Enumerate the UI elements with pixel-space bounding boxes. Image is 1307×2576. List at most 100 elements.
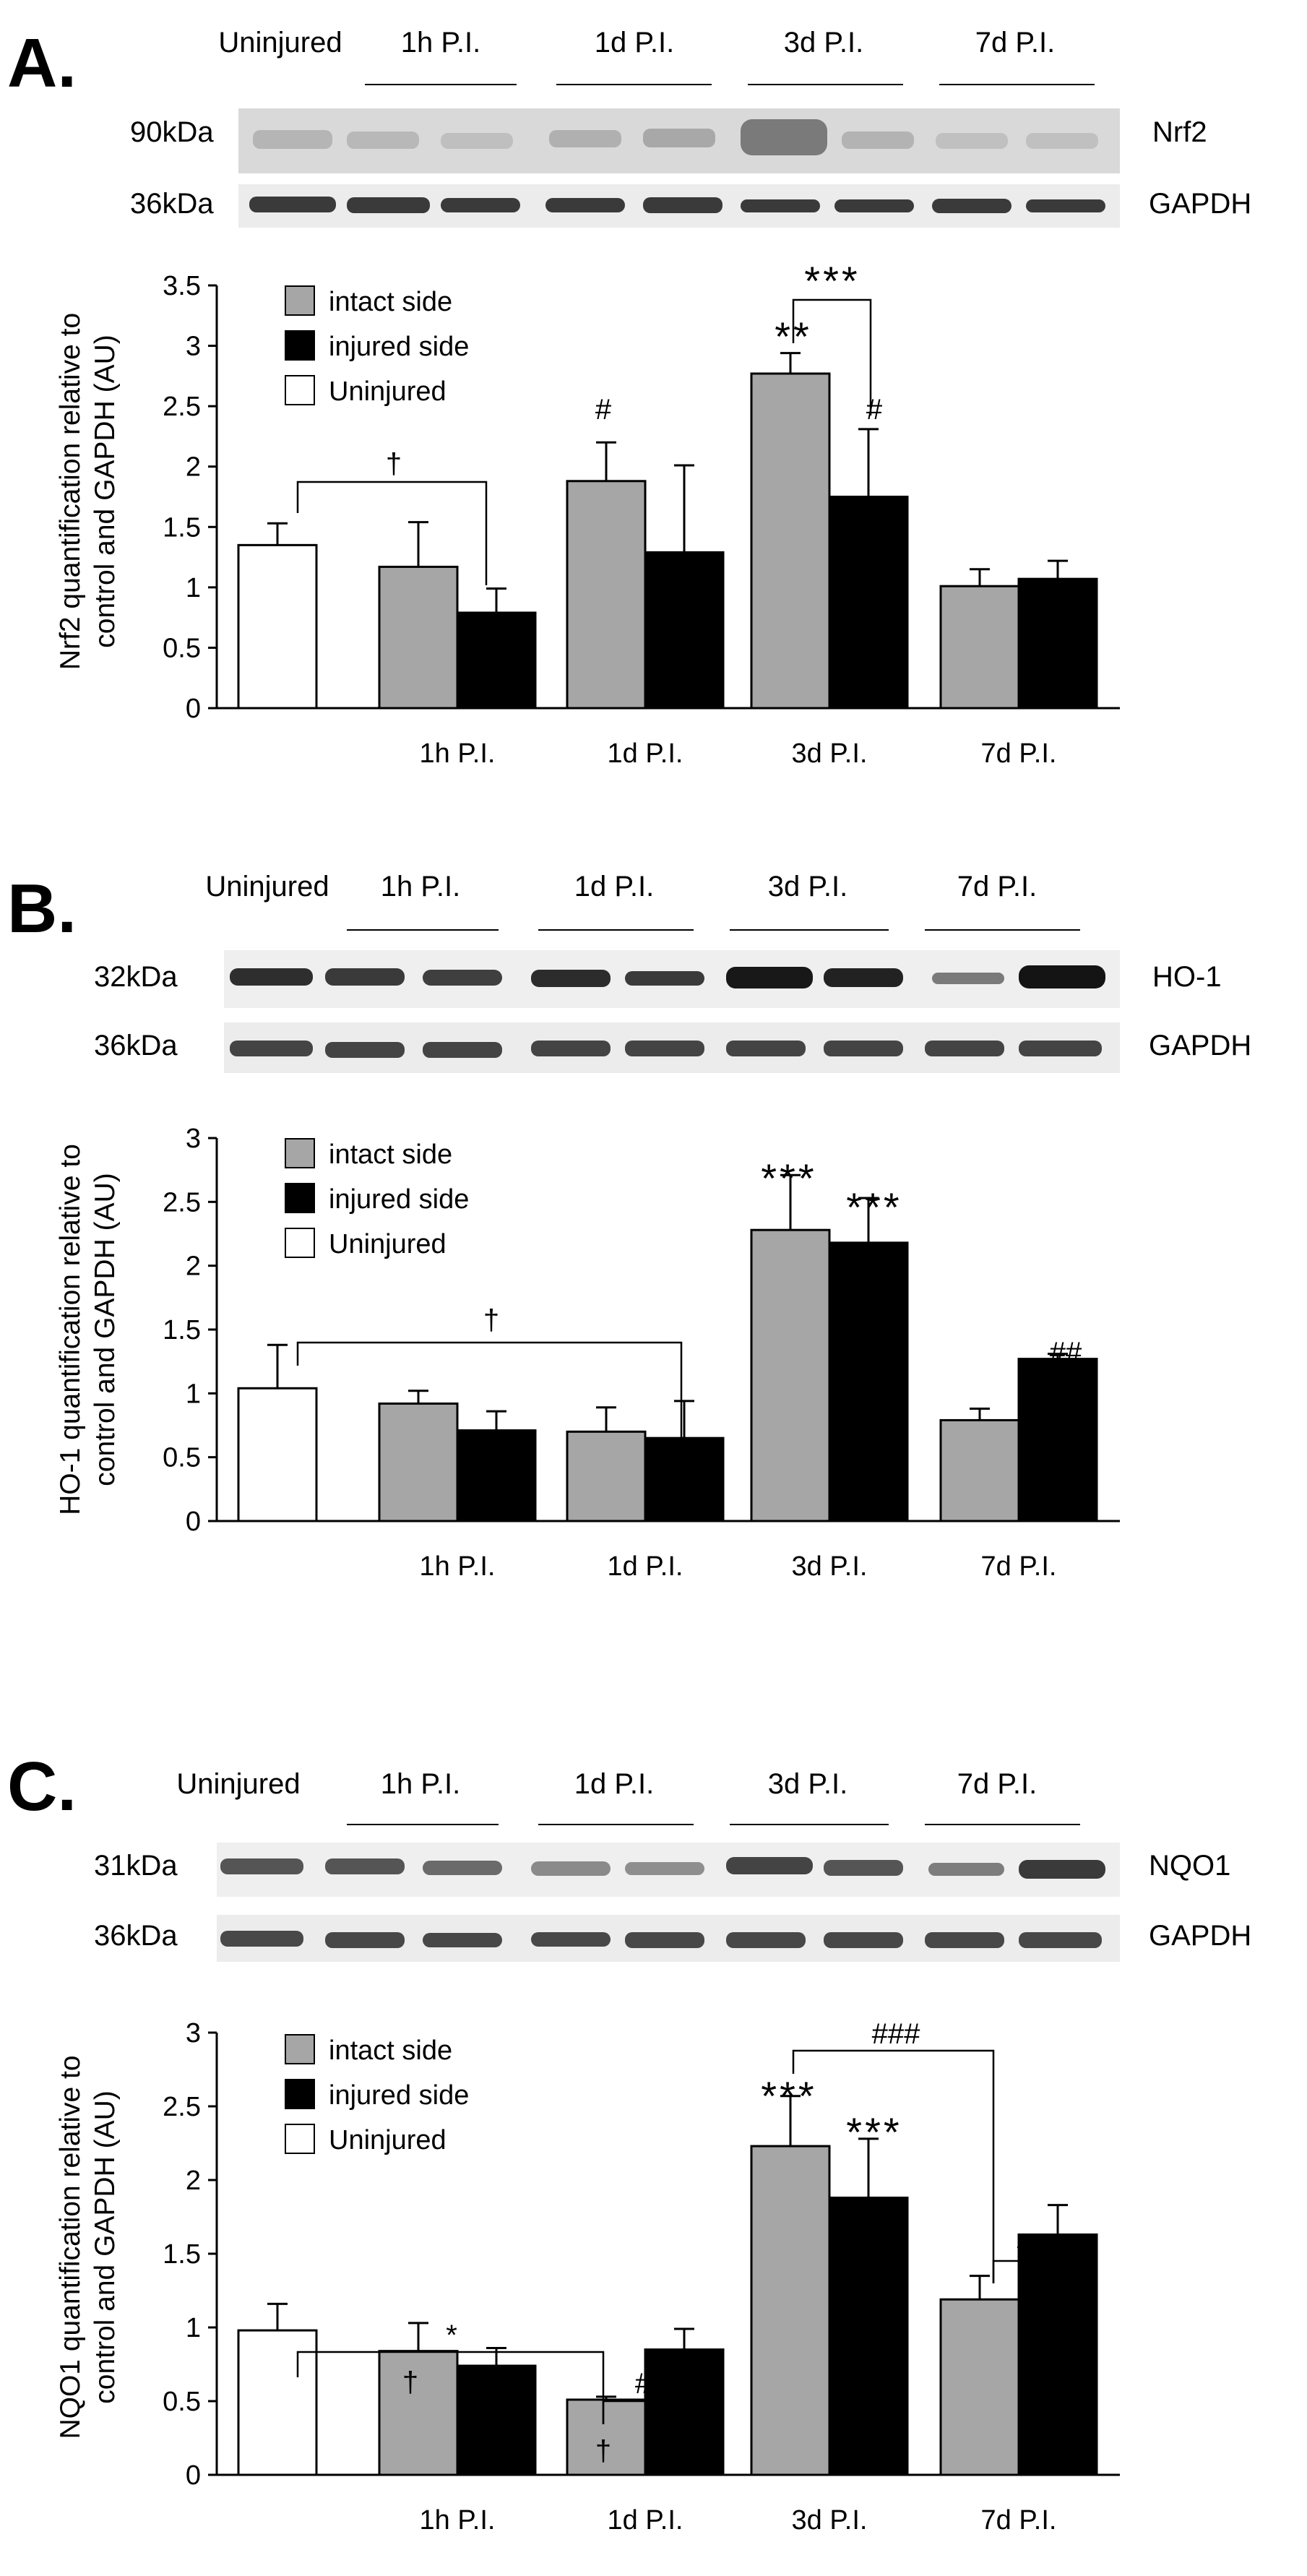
- y-axis-title: HO-1 quantification relative to control …: [55, 1144, 121, 1515]
- bar-injured-side: [1017, 2233, 1098, 2476]
- x-tick-label: 1h P.I.: [420, 1551, 496, 1582]
- panel-c: C. Uninjured 1h P.I. 1d P.I. 3d P.I. 7d …: [0, 1748, 1307, 2572]
- lane-label-3d: 3d P.I.: [784, 27, 863, 59]
- significance-brackets: [296, 298, 872, 585]
- lane-label-uninjured: Uninjured: [176, 1768, 300, 1800]
- lane-label-1h: 1h P.I.: [401, 27, 480, 59]
- lane-label-uninjured: Uninjured: [218, 27, 342, 59]
- kda-label-protein: 31kDa: [94, 1850, 178, 1882]
- x-tick-label: 7d P.I.: [981, 2505, 1057, 2536]
- lane-label-1d: 1d P.I.: [574, 1768, 654, 1800]
- y-tick-label: 3.5: [163, 271, 201, 301]
- protein-name: HO-1: [1152, 961, 1222, 993]
- annotation-stars: ***: [804, 258, 860, 303]
- bar-intact-side: [939, 2298, 1020, 2476]
- annotation-hash: #: [595, 394, 612, 426]
- panel-letter: A.: [7, 25, 77, 102]
- bar-injured-side: [644, 2348, 725, 2476]
- lane-label-7d: 7d P.I.: [975, 27, 1055, 59]
- bar-uninjured: [237, 2329, 318, 2476]
- y-tick-label: 2: [186, 452, 201, 483]
- kda-label-protein: 90kDa: [130, 116, 214, 148]
- annotation-stars: **: [775, 314, 812, 359]
- legend-label-injured: injured side: [329, 1184, 469, 1215]
- annotation-hash: ##: [1050, 1337, 1082, 1369]
- legend: intact side injured side Uninjured: [285, 1138, 469, 1259]
- panel-letter: B.: [7, 870, 77, 947]
- annotation-hash: ###: [872, 2018, 920, 2050]
- bar-injured-side: [644, 1436, 725, 1522]
- lane-label-7d: 7d P.I.: [957, 1768, 1037, 1800]
- legend-label-uninjured: Uninjured: [329, 2125, 447, 2155]
- blot-bands-gapdh: [249, 197, 1105, 213]
- x-tick-label: 3d P.I.: [792, 2505, 868, 2536]
- bar-intact-side: [750, 1228, 831, 1522]
- bar-intact-side: [939, 585, 1020, 710]
- legend-swatch-injured: [285, 330, 315, 361]
- blot-bands-protein: [253, 119, 1098, 155]
- annotation-star: *: [446, 2319, 457, 2351]
- x-tick-label: 1d P.I.: [608, 2505, 683, 2536]
- x-tick-label: 1d P.I.: [608, 738, 683, 769]
- bar-injured-side: [456, 2364, 537, 2476]
- lane-label-1d: 1d P.I.: [595, 27, 674, 59]
- y-tick-label: 2: [186, 2166, 201, 2196]
- y-tick-label: 1.5: [163, 1315, 201, 1345]
- annotation-hash: ##: [1017, 2228, 1050, 2260]
- bar-injured-side: [828, 1241, 909, 1522]
- bar-intact-side: [378, 565, 459, 710]
- legend-label-uninjured: Uninjured: [329, 1229, 447, 1259]
- y-tick-label: 1.5: [163, 2239, 201, 2270]
- chart-a: 0 0.5 1 1.5 2 2.5 3 3.5 1h P.I. 1d P.I. 3d P.I. 7d …: [163, 271, 1120, 769]
- bar-injured-side: [828, 496, 909, 710]
- y-tick-label: 1: [186, 1379, 201, 1409]
- panel-a-figure: A. Uninjured 1h P.I. 1d P.I. 3d P.I. 7d …: [7, 25, 1251, 769]
- y-axis-title: NQO1 quantification relative to control …: [55, 2055, 121, 2439]
- gapdh-name: GAPDH: [1149, 1920, 1251, 1952]
- legend-label-injured: injured side: [329, 2080, 469, 2111]
- legend-swatch-intact: [285, 1138, 315, 1168]
- kda-label-gapdh: 36kDa: [94, 1030, 178, 1061]
- y-tick-label: 1: [186, 2313, 201, 2343]
- bar-injured-side: [456, 1429, 537, 1522]
- blot-bands-protein: [220, 1857, 1105, 1879]
- y-tick-label: 2: [186, 1252, 201, 1282]
- panel-b: B. Uninjured 1h P.I. 1d P.I. 3d P.I. 7d …: [0, 860, 1307, 1655]
- x-tick-label: 1h P.I.: [420, 738, 496, 769]
- kda-label-gapdh: 36kDa: [94, 1920, 178, 1952]
- panel-c-figure: C. Uninjured 1h P.I. 1d P.I. 3d P.I. 7d …: [7, 1748, 1251, 2536]
- panel-b-figure: B. Uninjured 1h P.I. 1d P.I. 3d P.I. 7d …: [7, 870, 1251, 1582]
- y-tick-label: 0.5: [163, 2387, 201, 2417]
- bar-injured-side: [644, 551, 725, 710]
- bar-injured-side: [1017, 1358, 1098, 1522]
- bar-intact-side: [566, 1430, 647, 1522]
- y-tick-label: 3: [186, 2018, 201, 2049]
- bar-uninjured: [237, 1387, 318, 1522]
- blot-bands-gapdh: [220, 1931, 1102, 1948]
- lane-label-uninjured: Uninjured: [205, 871, 329, 903]
- bar-uninjured: [237, 543, 318, 710]
- legend-swatch-intact: [285, 2034, 315, 2064]
- y-tick-label: 0: [186, 2460, 201, 2491]
- legend-swatch-injured: [285, 2079, 315, 2109]
- legend-label-intact: intact side: [329, 1140, 452, 1170]
- lane-label-1h: 1h P.I.: [381, 1768, 460, 1800]
- y-tick-label: 0.5: [163, 633, 201, 663]
- bar-intact-side: [378, 2350, 459, 2476]
- bar-intact-side: [750, 372, 831, 710]
- y-tick-label: 3: [186, 332, 201, 362]
- panel-letter: C.: [7, 1748, 77, 1825]
- annotation-stars: ***: [846, 1184, 902, 1230]
- legend-label-intact: intact side: [329, 2036, 452, 2066]
- annotation-hash: #: [635, 2368, 652, 2400]
- x-tick-label: 3d P.I.: [792, 738, 868, 769]
- chart-b: 0 0.5 1 1.5 2 2.5 3 1h P.I. 1d P.I. 3d P.I. 7d P.I…: [163, 1124, 1120, 1582]
- bar-injured-side: [828, 2196, 909, 2476]
- y-tick-label: 2.5: [163, 1187, 201, 1218]
- blot-bands-protein: [230, 965, 1105, 988]
- kda-label-protein: 32kDa: [94, 961, 178, 993]
- y-tick-label: 2.5: [163, 392, 201, 422]
- x-tick-label: 7d P.I.: [981, 1551, 1057, 1582]
- bar-intact-side: [566, 480, 647, 710]
- bar-intact-side: [750, 2145, 831, 2476]
